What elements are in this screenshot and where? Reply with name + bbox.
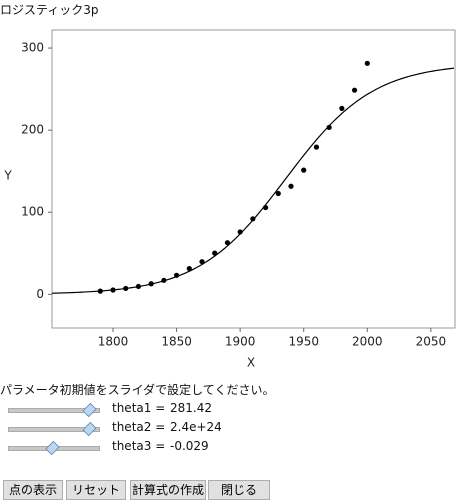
data-point (224, 240, 231, 246)
slider-label: theta1 = (112, 401, 166, 415)
slider-track[interactable] (8, 408, 100, 413)
slider-label: theta2 = (112, 420, 166, 434)
data-point (110, 287, 116, 293)
data-point (186, 265, 192, 272)
data-point (288, 183, 294, 189)
data-point (250, 216, 256, 222)
button[interactable]: 点の表示 (3, 480, 63, 500)
slider-value[interactable]: 2.4e+24 (170, 420, 222, 434)
data-point (313, 144, 320, 150)
data-point (212, 250, 218, 256)
slider-thumb[interactable] (45, 440, 60, 456)
y-tick-label: 300 (21, 41, 44, 55)
data-point (326, 124, 332, 131)
window-title: ロジスティック3p (0, 3, 99, 17)
data-point (364, 60, 370, 66)
data-point (199, 259, 205, 265)
slider-track[interactable] (8, 427, 100, 432)
data-point (173, 272, 180, 278)
y-tick-label: 200 (21, 123, 44, 137)
button[interactable]: 閉じる (208, 480, 270, 500)
data-point (148, 281, 154, 287)
chart: X Y 1800 1850 1900 1950 2000 2050 0 100 200 300 (3, 29, 456, 370)
x-tick-label: 1800 (98, 335, 129, 349)
data-point (161, 277, 167, 283)
data-point (262, 204, 269, 211)
y-axis-label: Y (3, 169, 12, 183)
data-point (275, 190, 281, 197)
button[interactable]: リセット (66, 480, 126, 500)
slider-value[interactable]: 281.42 (170, 401, 212, 415)
x-tick-label: 1950 (288, 335, 319, 349)
data-point (97, 288, 103, 294)
slider-value[interactable]: -0.029 (170, 439, 209, 453)
data-point (237, 229, 243, 235)
x-tick-label: 2050 (416, 335, 447, 349)
data-point (135, 283, 142, 290)
data-point (351, 87, 358, 93)
instruction: パラメータ初期値をスライダで設定してください。 (0, 383, 275, 397)
y-tick-label: 100 (21, 205, 44, 219)
slider-thumb[interactable] (82, 402, 97, 418)
x-axis-label: X (247, 356, 255, 370)
data-point (339, 105, 345, 111)
button[interactable]: 計算式の作成 (130, 480, 206, 500)
slider-label: theta3 = (112, 439, 166, 453)
slider-thumb[interactable] (82, 421, 97, 437)
data-point (123, 285, 129, 292)
x-tick-label: 1900 (225, 335, 256, 349)
x-tick-label: 1850 (161, 335, 192, 349)
x-tick-label: 2000 (352, 335, 383, 349)
data-point (301, 167, 307, 173)
y-tick-label: 0 (36, 287, 44, 301)
plot-frame (51, 29, 456, 329)
